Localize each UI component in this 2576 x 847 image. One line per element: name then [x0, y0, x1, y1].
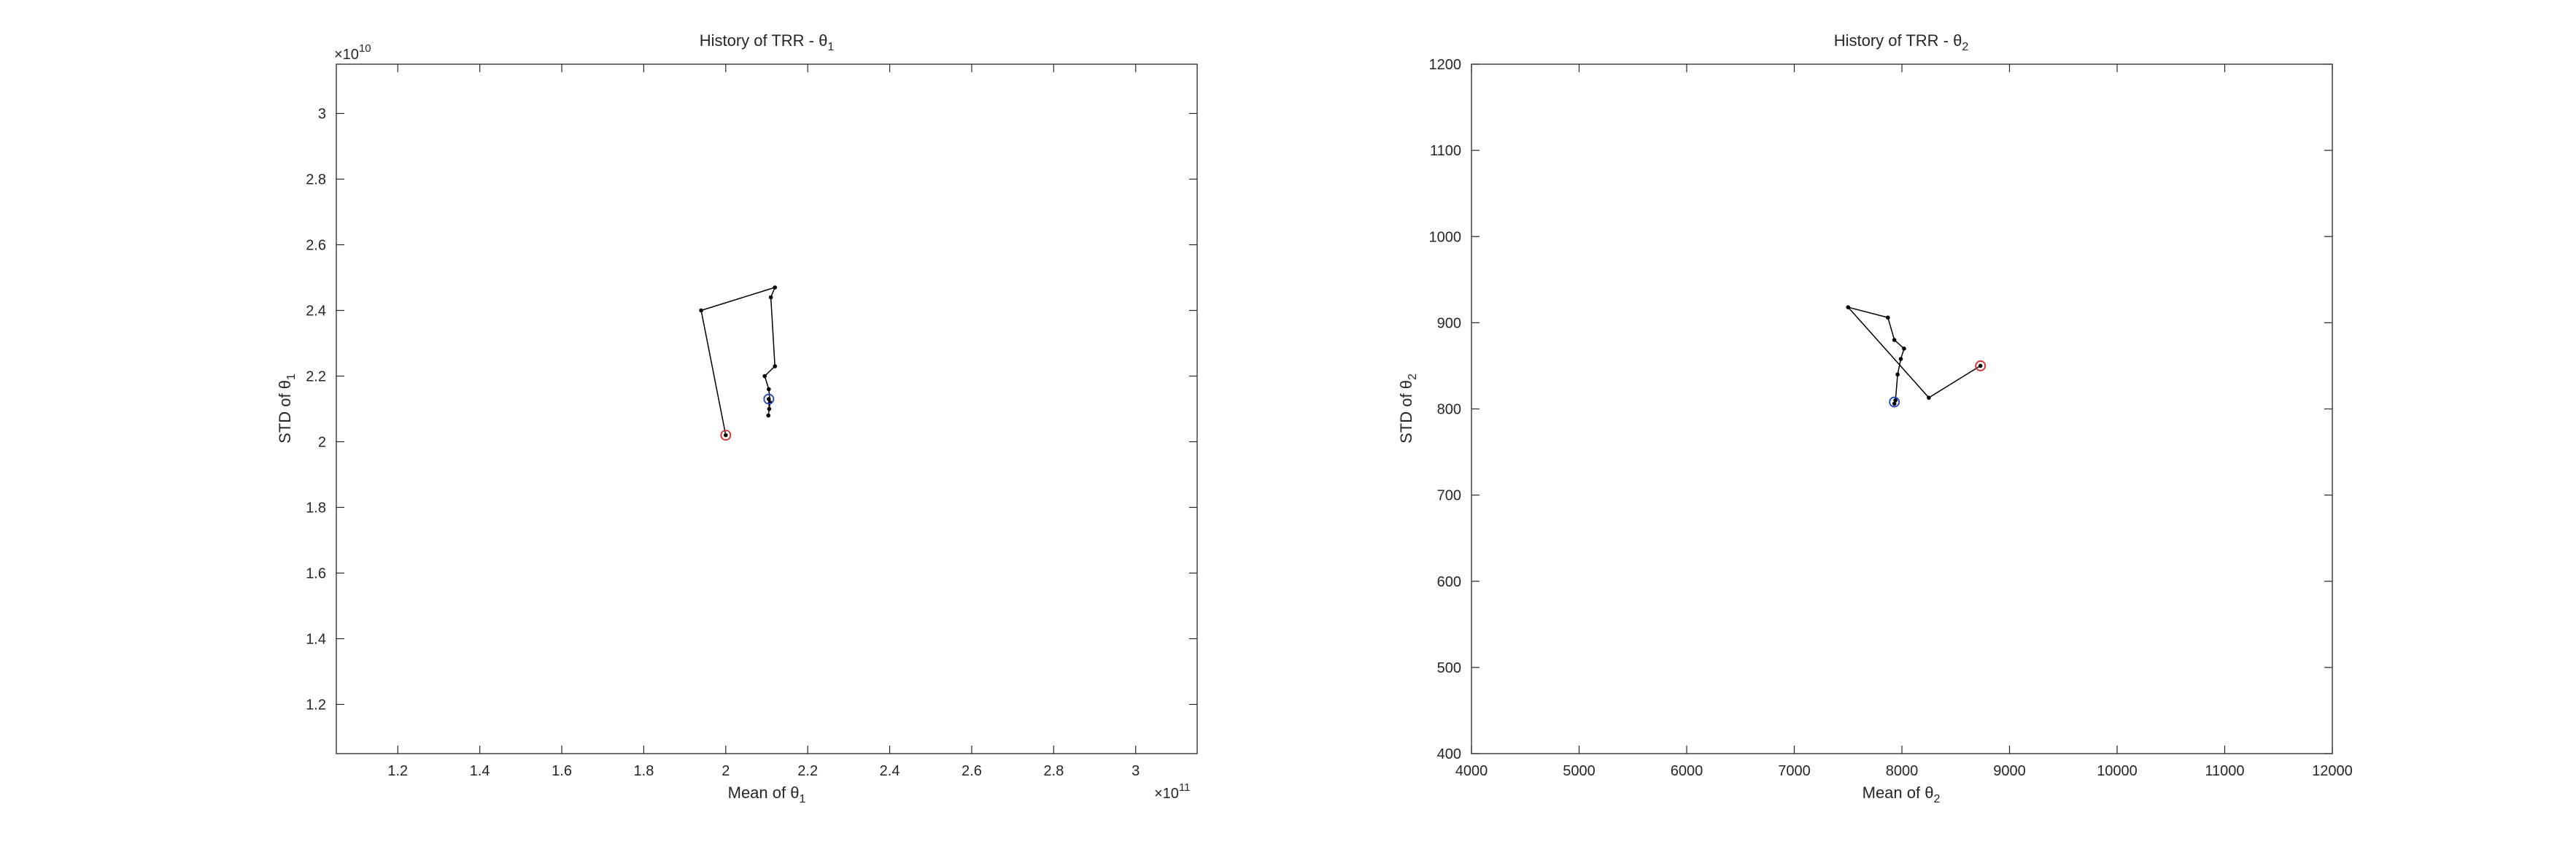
history-point	[1927, 395, 1931, 400]
chart-title: History of TRR - θ1	[700, 31, 835, 53]
x-tick-label: 2	[722, 763, 730, 779]
y-tick-label: 1.4	[306, 632, 326, 648]
x-exponent-label: ×1011	[1154, 781, 1191, 802]
x-tick-label: 2.2	[797, 763, 818, 779]
y-axis-label: STD of θ2	[1397, 374, 1419, 444]
x-tick-label: 11000	[2205, 763, 2244, 779]
end-point-marker	[1889, 396, 1900, 408]
x-tick-label: 1.6	[552, 763, 572, 779]
y-tick-label: 1.8	[306, 500, 326, 517]
history-point	[1895, 372, 1900, 377]
history-point	[1978, 363, 1983, 368]
y-tick-label: 500	[1437, 660, 1461, 676]
history-point	[1886, 315, 1890, 320]
history-point	[773, 364, 778, 368]
x-tick-label: 7000	[1778, 763, 1811, 779]
tick-marks	[1471, 63, 2333, 754]
x-axis-label: Mean of θ2	[1863, 784, 1941, 805]
history-point	[724, 433, 728, 438]
x-axis-label: Mean of θ1	[728, 784, 806, 805]
x-tick-label: 1.4	[470, 763, 490, 779]
start-point-marker	[720, 430, 732, 441]
y-tick-label: 2.2	[306, 369, 326, 385]
history-series	[1846, 305, 1987, 408]
history-point	[1892, 338, 1897, 342]
chart-theta1: History of TRR - θ1 1.2 1.4 1.6 1.8 2 2.2 2.4 2…	[276, 31, 1198, 805]
y-tick-label: 600	[1437, 574, 1461, 590]
history-point	[1892, 401, 1897, 406]
history-point	[773, 285, 778, 290]
x-tick-label: 9000	[1993, 763, 2026, 779]
x-tick-label: 6000	[1671, 763, 1703, 779]
y-tick-label: 400	[1437, 746, 1461, 762]
chart-title: History of TRR - θ2	[1834, 31, 1969, 53]
x-tick-label: 5000	[1563, 763, 1596, 779]
y-tick-label: 800	[1437, 402, 1461, 418]
history-point	[1898, 357, 1903, 361]
history-point	[767, 397, 771, 401]
y-tick-label: 2	[318, 435, 326, 451]
tick-labels: 1.2 1.4 1.6 1.8 2 2.2 2.4 2.6 2.8 3 1.2 1.4 1.6 1.8 2 2…	[306, 107, 1140, 780]
history-point	[699, 308, 703, 313]
x-tick-label: 2.8	[1043, 763, 1064, 779]
x-tick-label: 10000	[2097, 763, 2138, 779]
x-tick-label: 8000	[1886, 763, 1919, 779]
x-tick-label: 4000	[1455, 763, 1488, 779]
history-point	[766, 413, 771, 418]
y-tick-label: 1.6	[306, 566, 326, 582]
history-point	[768, 295, 773, 300]
history-point	[762, 374, 767, 379]
y-exponent-label: ×1010	[334, 42, 371, 63]
y-tick-label: 1200	[1429, 57, 1462, 73]
x-tick-label: 2.4	[880, 763, 900, 779]
x-tick-label: 2.6	[962, 763, 982, 779]
tick-labels: 4000 5000 6000 7000 8000 9000 10000 11000 12000 4…	[1429, 57, 2353, 779]
x-tick-label: 1.8	[634, 763, 654, 779]
plot-area	[1471, 63, 2333, 754]
history-line	[1846, 306, 1981, 404]
plot-area	[336, 63, 1198, 754]
y-tick-label: 3	[318, 107, 326, 123]
x-tick-label: 12000	[2312, 763, 2353, 779]
y-tick-label: 1100	[1430, 143, 1461, 159]
x-tick-label: 3	[1132, 763, 1140, 779]
y-tick-label: 2.6	[306, 238, 326, 254]
y-tick-label: 900	[1437, 315, 1461, 331]
end-point-marker	[763, 393, 775, 405]
y-tick-label: 1.2	[306, 697, 326, 713]
y-axis-label: STD of θ1	[276, 374, 298, 444]
y-tick-label: 1000	[1429, 229, 1462, 245]
tick-marks	[336, 64, 1197, 754]
history-series	[699, 285, 778, 441]
start-point-marker	[1975, 360, 1987, 371]
y-tick-label: 700	[1437, 488, 1461, 504]
y-tick-label: 2.4	[306, 303, 326, 320]
history-point	[767, 387, 771, 392]
chart-theta2: History of TRR - θ2 4000 5000 6000 7000 8000…	[1397, 31, 2353, 805]
y-tick-label: 2.8	[306, 172, 326, 188]
history-point	[1846, 305, 1851, 309]
history-point	[767, 406, 772, 411]
history-point	[1902, 347, 1906, 351]
x-tick-label: 1.2	[387, 763, 408, 779]
history-point	[1893, 398, 1898, 403]
